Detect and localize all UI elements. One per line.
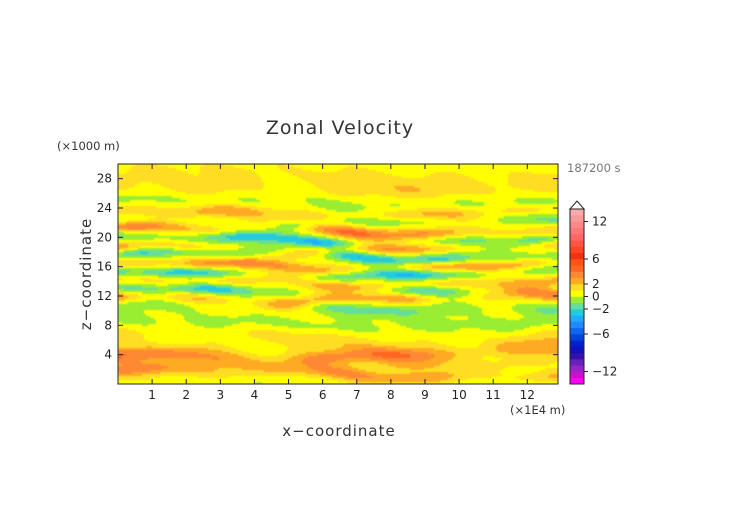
y-tick-label: 16 — [97, 260, 112, 274]
colorbar-segment — [570, 240, 584, 247]
x-tick-label: 10 — [451, 388, 466, 402]
colorbar-tick-label: −12 — [592, 365, 617, 379]
colorbar-tick-label: −2 — [592, 302, 610, 316]
colorbar-segment — [570, 284, 584, 291]
y-axis-label: z−coordinate — [77, 218, 95, 330]
x-tick-label: 12 — [520, 388, 535, 402]
colorbar-overflow-arrow — [568, 200, 586, 210]
colorbar-segment — [570, 246, 584, 254]
colorbar-segment — [570, 359, 584, 366]
colorbar-segment — [570, 309, 584, 316]
colorbar-segment — [570, 315, 584, 322]
x-tick-label: 9 — [421, 388, 429, 402]
x-tick-label: 4 — [251, 388, 259, 402]
x-axis: 1 2 3 4 5 6 7 8 9 10 11 12 — [148, 164, 535, 402]
colorbar-segment — [570, 365, 584, 372]
colorbar-segment — [570, 259, 584, 266]
y-tick-label: 12 — [97, 289, 112, 303]
colorbar-segment — [570, 277, 584, 285]
x-unit-label: (×1E4 m) — [510, 403, 565, 417]
colorbar-segment — [570, 377, 584, 385]
colorbar-segment — [570, 340, 584, 347]
y-tick-label: 8 — [104, 318, 112, 332]
y-tick-label: 20 — [97, 230, 112, 244]
colorbar-segment — [570, 252, 584, 260]
time-label: 187200 s — [567, 161, 621, 175]
x-axis-label: x−coordinate — [282, 422, 395, 440]
colorbar-segment — [570, 334, 584, 341]
x-tick-label: 11 — [486, 388, 501, 402]
colorbar-segment — [570, 271, 584, 279]
colorbar-segment — [570, 215, 584, 222]
colorbar-segment — [570, 296, 584, 304]
colorbar-segment — [570, 227, 584, 235]
x-tick-label: 8 — [387, 388, 395, 402]
x-tick-label: 6 — [319, 388, 327, 402]
colorbar-segment — [570, 321, 584, 329]
colorbar-segment — [570, 209, 584, 216]
colorbar-segment — [570, 371, 584, 379]
colorbar-segment — [570, 327, 584, 335]
x-tick-label: 1 — [148, 388, 156, 402]
colorbar-segment — [570, 265, 584, 272]
plot-frame — [117, 163, 559, 385]
x-tick-label: 3 — [217, 388, 225, 402]
colorbar-tick-label: −6 — [592, 327, 610, 341]
colorbar-tick-label: 0 — [592, 290, 600, 304]
colorbar-tick-label: 2 — [592, 277, 600, 291]
y-tick-label: 4 — [104, 348, 112, 362]
y-unit-label: (×1000 m) — [57, 139, 120, 153]
colorbar-segment — [570, 234, 584, 241]
y-tick-label: 24 — [97, 201, 112, 215]
colorbar-segment — [570, 352, 584, 360]
colorbar-tick-label: 6 — [592, 252, 600, 266]
x-tick-label: 7 — [353, 388, 361, 402]
colorbar-segment — [570, 302, 584, 310]
colorbar-tick-label: 12 — [592, 215, 607, 229]
chart-title: Zonal Velocity — [266, 117, 414, 139]
y-tick-label: 28 — [97, 172, 112, 186]
colorbar: 12 6 20−2 −6 −12 — [568, 200, 617, 385]
x-tick-label: 2 — [182, 388, 190, 402]
colorbar-segment — [570, 346, 584, 354]
x-tick-label: 5 — [285, 388, 293, 402]
velocity-field — [118, 164, 558, 384]
colorbar-segment — [570, 290, 584, 297]
plot-area — [117, 163, 559, 385]
colorbar-segment — [570, 221, 584, 229]
y-axis: 4 8 12 16 20 24 28 — [97, 172, 558, 362]
